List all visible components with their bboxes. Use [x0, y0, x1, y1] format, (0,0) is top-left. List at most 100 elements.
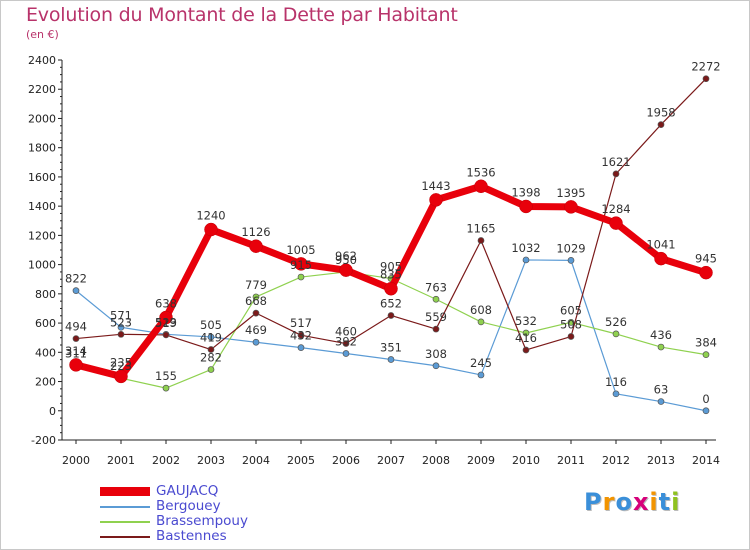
- series-lines: [69, 75, 713, 415]
- data-label-bastennes: 652: [380, 296, 402, 310]
- chart-title: Evolution du Montant de la Dette par Hab…: [26, 4, 458, 26]
- y-tick-label: 800: [35, 288, 56, 301]
- data-label-bergouey: 1032: [511, 241, 540, 255]
- data-label-bergouey: 571: [110, 308, 132, 322]
- logo-letter: x: [632, 488, 650, 516]
- data-point-bergouey: [207, 333, 215, 341]
- data-point-bastennes: [702, 75, 710, 83]
- data-point-gaujacq: [519, 199, 533, 214]
- data-label-bastennes: 523: [110, 315, 132, 329]
- legend-item-brassempouy: Brassempouy: [100, 514, 248, 529]
- data-label-bastennes: 494: [65, 320, 87, 334]
- x-tick-label: 2006: [332, 454, 360, 467]
- data-label-gaujacq: 1041: [646, 238, 675, 252]
- data-label-gaujacq: 1126: [241, 225, 270, 239]
- data-point-brassempouy: [297, 273, 305, 281]
- data-label-brassempouy: 605: [560, 303, 582, 317]
- data-point-brassempouy: [162, 384, 170, 392]
- x-tick-label: 2001: [107, 454, 135, 467]
- data-point-gaujacq: [654, 251, 668, 266]
- data-labels: 314 235 638 1240 1126 1005 962 835 1443 1536 1398 1…: [65, 60, 721, 406]
- data-label-bastennes: 419: [200, 331, 222, 345]
- y-tick-label: 600: [35, 317, 56, 330]
- data-point-bergouey: [432, 362, 440, 370]
- data-point-bastennes: [567, 333, 575, 340]
- legend-label: Bastennes: [156, 528, 227, 544]
- logo-letter: o: [615, 488, 633, 516]
- data-label-brassempouy: 526: [605, 315, 627, 329]
- data-label-gaujacq: 945: [695, 252, 717, 266]
- y-tick-label: 1200: [28, 229, 56, 242]
- data-label-gaujacq: 962: [335, 249, 357, 263]
- data-point-brassempouy: [612, 330, 620, 338]
- x-tick-label: 2013: [647, 454, 675, 467]
- proxiti-logo: Proxiti: [584, 488, 680, 516]
- data-label-bastennes: 416: [515, 331, 537, 345]
- data-label-brassempouy: 532: [515, 314, 537, 328]
- data-point-bastennes: [162, 331, 170, 339]
- legend-swatch: [100, 487, 150, 496]
- data-point-bastennes: [207, 346, 215, 353]
- legend-label: Bergouey: [156, 498, 221, 514]
- data-label-brassempouy: 950: [335, 253, 357, 267]
- data-point-brassempouy: [252, 293, 260, 301]
- legend-swatch: [100, 505, 150, 508]
- data-point-gaujacq: [564, 200, 578, 214]
- data-label-bastennes: 1958: [646, 106, 675, 120]
- data-label-brassempouy: 223: [110, 359, 132, 373]
- data-label-bergouey: 63: [654, 383, 669, 397]
- data-point-gaujacq: [159, 310, 173, 325]
- legend-item-bergouey: Bergouey: [100, 499, 248, 514]
- data-label-bergouey: 469: [245, 323, 267, 337]
- data-point-bergouey: [387, 356, 395, 363]
- data-point-bergouey: [297, 344, 305, 351]
- data-label-gaujacq: 1398: [511, 185, 540, 199]
- legend-item-bastennes: Bastennes: [100, 529, 248, 544]
- logo-letter: i: [671, 488, 681, 516]
- data-point-bastennes: [432, 325, 440, 333]
- data-point-gaujacq: [699, 265, 713, 280]
- legend: GAUJACQ Bergouey Brassempouy Bastennes: [100, 484, 248, 544]
- data-label-bastennes: 517: [290, 316, 312, 330]
- data-point-bastennes: [477, 237, 485, 244]
- x-tick-label: 2008: [422, 454, 450, 467]
- data-point-bergouey: [72, 287, 80, 294]
- legend-label: GAUJACQ: [156, 483, 219, 499]
- y-tick-label: 1600: [28, 171, 56, 184]
- data-point-bastennes: [387, 312, 395, 319]
- data-label-bergouey: 116: [605, 375, 627, 389]
- data-label-gaujacq: 314: [65, 344, 87, 358]
- data-label-bastennes: 519: [155, 316, 177, 330]
- y-tick-label: 2200: [28, 83, 56, 96]
- y-tick-label: 1000: [28, 259, 56, 272]
- data-point-gaujacq: [204, 222, 218, 237]
- logo-letter: P: [584, 488, 603, 516]
- data-label-brassempouy: 282: [200, 351, 222, 365]
- data-label-brassempouy: 155: [155, 369, 177, 383]
- chart-subtitle: (en €): [26, 28, 59, 41]
- data-label-bastennes: 2272: [691, 60, 720, 74]
- x-tick-label: 2011: [557, 454, 585, 467]
- x-tick-label: 2010: [512, 454, 540, 467]
- y-tick-label: 200: [35, 376, 56, 389]
- data-point-gaujacq: [474, 179, 488, 194]
- data-point-bastennes: [612, 170, 620, 178]
- data-point-brassempouy: [657, 343, 665, 351]
- data-point-brassempouy: [567, 318, 575, 326]
- x-tick-label: 2000: [62, 454, 90, 467]
- data-point-brassempouy: [702, 351, 710, 358]
- data-point-bergouey: [522, 256, 530, 264]
- data-label-bergouey: 351: [380, 340, 402, 354]
- data-label-bastennes: 460: [335, 325, 357, 339]
- data-point-bergouey: [567, 257, 575, 264]
- x-tick-label: 2002: [152, 454, 180, 467]
- data-point-gaujacq: [384, 281, 398, 296]
- data-point-bastennes: [657, 121, 665, 128]
- data-point-gaujacq: [114, 369, 128, 384]
- x-tick-label: 2009: [467, 454, 495, 467]
- y-tick-label: 400: [35, 346, 56, 359]
- data-label-bergouey: 822: [65, 272, 87, 286]
- y-tick-label: 0: [49, 405, 56, 418]
